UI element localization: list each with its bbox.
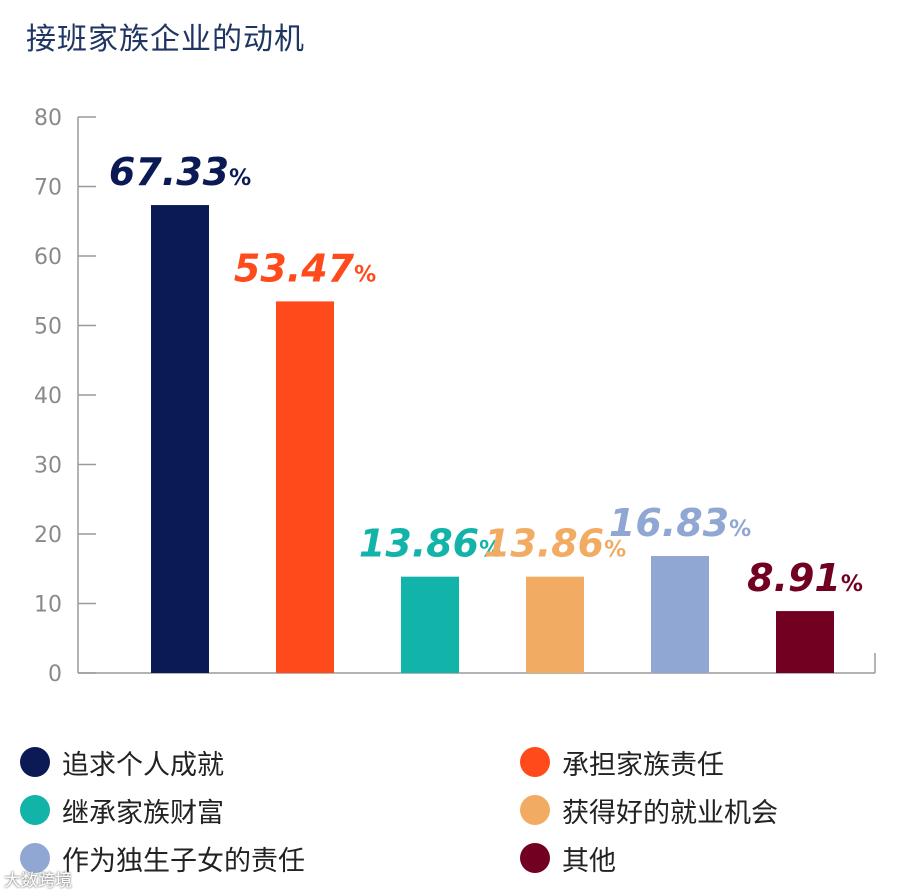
legend-label: 承担家族责任 [562, 749, 724, 781]
y-tick-label: 10 [34, 593, 62, 618]
watermark: 大数跨境 [4, 871, 72, 891]
y-tick-label: 60 [34, 245, 62, 270]
legend-label: 其他 [562, 845, 616, 877]
legend-label: 作为独生子女的责任 [62, 845, 305, 877]
y-tick-label: 20 [34, 523, 62, 548]
legend-swatch [520, 843, 550, 873]
bar-value-label: 16.83% [609, 501, 751, 545]
legend-item: 继承家族财富 [20, 790, 224, 830]
bar-value-label: 13.86% [484, 522, 626, 566]
chart-title: 接班家族企业的动机 [26, 22, 305, 57]
bar [401, 576, 459, 673]
y-tick-label: 0 [48, 662, 62, 687]
legend-swatch [20, 843, 50, 873]
bar-value-label: 53.47% [234, 246, 376, 290]
bar [651, 556, 709, 673]
y-tick-label: 80 [34, 106, 62, 131]
y-tick-label: 50 [34, 315, 62, 340]
bar [151, 205, 209, 673]
legend-label: 获得好的就业机会 [562, 797, 778, 829]
bar-value-label: 13.86% [359, 522, 501, 566]
legend-item: 其他 [520, 838, 616, 878]
legend-label: 追求个人成就 [62, 749, 224, 781]
bar [776, 611, 834, 673]
bar-chart: 0 10 20 30 40 50 60 70 80 67.33% 53.47% 13.86%13.86… [34, 106, 876, 687]
bar [276, 301, 334, 673]
bar-value-label: 8.91% [747, 556, 863, 600]
legend-item: 追求个人成就 [20, 742, 224, 782]
y-tick-label: 70 [34, 176, 62, 201]
legend-item: 获得好的就业机会 [520, 790, 778, 830]
legend-swatch [520, 795, 550, 825]
legend-swatch [20, 747, 50, 777]
y-tick-label: 40 [34, 384, 62, 409]
legend-label: 继承家族财富 [62, 797, 224, 829]
bar [526, 576, 584, 673]
y-tick-label: 30 [34, 454, 62, 479]
legend-item: 承担家族责任 [520, 742, 724, 782]
legend-swatch [20, 795, 50, 825]
legend-item: 作为独生子女的责任 [20, 838, 305, 878]
bar-value-label: 67.33% [109, 150, 251, 194]
legend-swatch [520, 747, 550, 777]
